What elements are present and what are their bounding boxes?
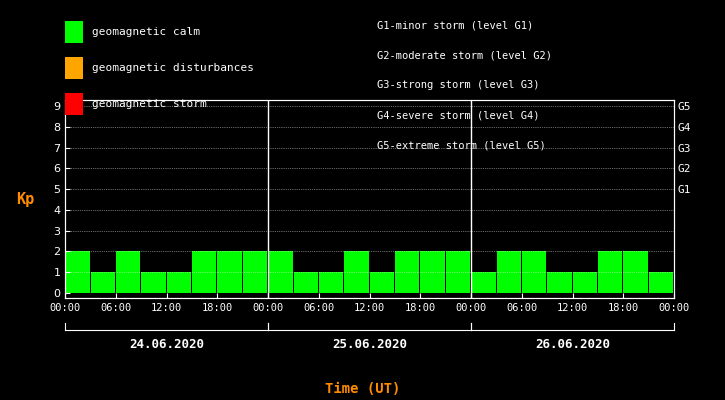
- Bar: [141, 272, 166, 293]
- Bar: [294, 272, 318, 293]
- Text: 25.06.2020: 25.06.2020: [332, 338, 407, 351]
- Bar: [218, 251, 242, 293]
- Bar: [420, 251, 445, 293]
- Bar: [471, 272, 496, 293]
- Bar: [65, 251, 90, 293]
- Text: G3-strong storm (level G3): G3-strong storm (level G3): [377, 80, 539, 90]
- Bar: [268, 251, 293, 293]
- Bar: [497, 251, 521, 293]
- Bar: [319, 272, 344, 293]
- Bar: [91, 272, 115, 293]
- Bar: [116, 251, 141, 293]
- Text: G2-moderate storm (level G2): G2-moderate storm (level G2): [377, 50, 552, 60]
- Bar: [649, 272, 674, 293]
- Text: 24.06.2020: 24.06.2020: [129, 338, 204, 351]
- Text: G4-severe storm (level G4): G4-severe storm (level G4): [377, 110, 539, 120]
- Text: geomagnetic disturbances: geomagnetic disturbances: [92, 63, 254, 73]
- Bar: [522, 251, 547, 293]
- Bar: [624, 251, 648, 293]
- Bar: [446, 251, 471, 293]
- Text: 26.06.2020: 26.06.2020: [535, 338, 610, 351]
- Bar: [192, 251, 217, 293]
- Bar: [243, 251, 268, 293]
- Text: G1-minor storm (level G1): G1-minor storm (level G1): [377, 20, 534, 30]
- Text: Time (UT): Time (UT): [325, 382, 400, 396]
- Text: geomagnetic calm: geomagnetic calm: [92, 27, 200, 37]
- Bar: [573, 272, 597, 293]
- Text: geomagnetic storm: geomagnetic storm: [92, 99, 207, 109]
- Text: G5-extreme storm (level G5): G5-extreme storm (level G5): [377, 140, 546, 150]
- Bar: [598, 251, 623, 293]
- Bar: [344, 251, 369, 293]
- Bar: [395, 251, 420, 293]
- Bar: [547, 272, 572, 293]
- Text: Kp: Kp: [16, 192, 35, 206]
- Bar: [370, 272, 394, 293]
- Bar: [167, 272, 191, 293]
